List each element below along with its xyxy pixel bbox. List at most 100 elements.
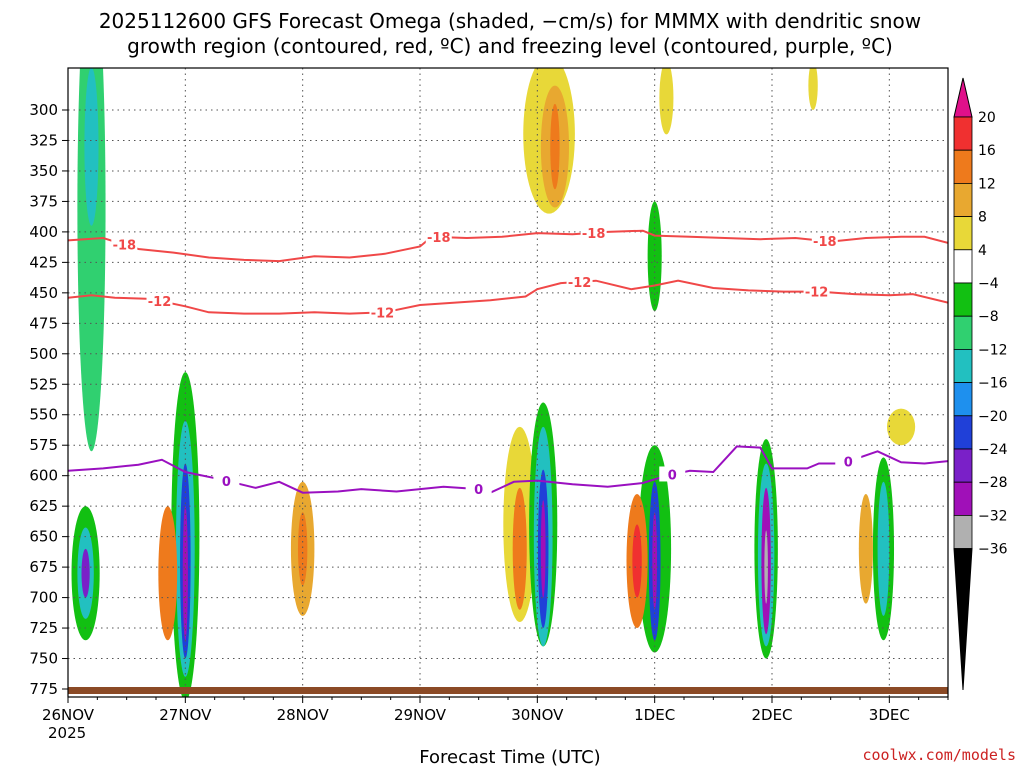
colorbar-segment-0 <box>953 116 973 151</box>
ytick-label-750: 750 <box>29 650 58 668</box>
colorbar-segment-5 <box>953 282 973 317</box>
omega-shade-8 <box>182 506 188 641</box>
omega-shade-16 <box>540 500 546 598</box>
omega-shade-33 <box>858 493 873 604</box>
omega-shade-9 <box>158 506 178 641</box>
colorbar-label-6: −8 <box>978 309 999 325</box>
omega-shade-23 <box>632 524 642 598</box>
colorbar-bottom-arrow <box>953 548 973 691</box>
ytick-label-775: 775 <box>29 680 58 698</box>
contour-label-bg <box>146 292 173 308</box>
omega-shade-36 <box>886 408 916 446</box>
terrain-surface <box>68 687 948 694</box>
ytick-label-625: 625 <box>29 497 58 515</box>
ytick-label-525: 525 <box>29 375 58 393</box>
contour-label-dgz-minus12: -12 <box>805 286 829 301</box>
xtick-label-3DEC: 3DEC <box>869 706 910 724</box>
contour-label-bg <box>659 466 686 482</box>
chart-title-line-1: 2025112600 GFS Forecast Omega (shaded, −… <box>99 9 921 33</box>
omega-shading <box>71 68 916 697</box>
colorbar: 20 16 12 8 4 −4 −8 −12 −16 −20 −24 −28 −32 −36 <box>953 77 1008 691</box>
ytick-label-700: 700 <box>29 589 58 607</box>
omega-shade-35 <box>659 68 674 135</box>
xtick-label-26NOV: 26NOV <box>42 706 95 724</box>
colorbar-segment-7 <box>953 348 973 383</box>
colorbar-top-arrow <box>953 77 973 118</box>
y-axis: 300 325 350 375 400 425 450 475 500 525 550 575 600 6… <box>29 101 68 698</box>
ytick-label-575: 575 <box>29 436 58 454</box>
ytick-label-450: 450 <box>29 284 58 302</box>
xtick-label-28NOV: 28NOV <box>277 706 330 724</box>
contour-label-bg <box>580 224 607 240</box>
colorbar-segment-2 <box>953 182 973 217</box>
omega-shade-17 <box>512 487 527 610</box>
omega-shade-25 <box>652 512 658 610</box>
omega-shade-30 <box>764 530 768 604</box>
contour-label-bg <box>425 229 452 245</box>
contour-label-dgz-minus18: -18 <box>113 239 137 254</box>
ytick-label-400: 400 <box>29 223 58 241</box>
chart-title-line-2: growth region (contoured, red, ºC) and f… <box>127 34 893 58</box>
colorbar-segment-8 <box>953 382 973 417</box>
xtick-label-29NOV: 29NOV <box>394 706 447 724</box>
colorbar-segment-3 <box>953 216 973 251</box>
xtick-label-2DEC: 2DEC <box>751 706 792 724</box>
colorbar-label-11: −28 <box>978 475 1008 491</box>
colorbar-label-10: −24 <box>978 442 1008 458</box>
contour-label-bg <box>369 304 396 320</box>
ytick-label-350: 350 <box>29 162 58 180</box>
colorbar-label-3: 8 <box>978 210 987 226</box>
x-axis: 26NOV 27NOV 28NOV 29NOV 30NOV 1DEC 2DEC 3DEC <box>42 697 949 724</box>
omega-shade-20 <box>550 103 560 190</box>
contour-label-dgz-minus12: -12 <box>568 276 592 291</box>
contour-label-freezing-level: 0 <box>474 483 483 498</box>
colorbar-label-0: 20 <box>978 110 996 126</box>
contour-label-bg <box>465 481 492 497</box>
ytick-label-475: 475 <box>29 314 58 332</box>
ytick-label-650: 650 <box>29 528 58 546</box>
ytick-label-600: 600 <box>29 467 58 485</box>
contour-label-bg <box>111 236 138 252</box>
xtick-label-1DEC: 1DEC <box>634 706 675 724</box>
contour-label-bg <box>566 273 593 289</box>
colorbar-label-13: −36 <box>978 542 1008 558</box>
ytick-label-675: 675 <box>29 558 58 576</box>
omega-shade-3 <box>77 68 106 452</box>
colorbar-segment-6 <box>953 315 973 350</box>
contour-label-dgz-minus18: -18 <box>813 235 837 250</box>
contour-label-freezing-level: 0 <box>668 468 677 483</box>
contour-label-bg <box>213 472 240 488</box>
x-axis-label: Forecast Time (UTC) <box>419 747 600 768</box>
omega-shade-32 <box>877 481 890 616</box>
contour-label-bg <box>811 233 838 249</box>
xtick-label-30NOV: 30NOV <box>511 706 564 724</box>
colorbar-segment-10 <box>953 448 973 483</box>
colorbar-segment-4 <box>953 249 973 284</box>
colorbar-segment-12 <box>953 515 973 550</box>
contour-label-freezing-level: 0 <box>222 475 231 490</box>
omega-shade-34 <box>808 68 818 110</box>
omega-shade-4 <box>84 68 99 226</box>
ytick-label-375: 375 <box>29 192 58 210</box>
colorbar-label-12: −32 <box>978 508 1008 524</box>
x-axis-year: 2025 <box>48 724 86 742</box>
ytick-label-500: 500 <box>29 345 58 363</box>
contour-label-freezing-level: 0 <box>844 455 853 470</box>
colorbar-label-2: 12 <box>978 176 996 192</box>
contour-label-dgz-minus12: -12 <box>148 295 172 310</box>
colorbar-label-1: 16 <box>978 143 996 159</box>
contour-label-bg <box>803 283 830 299</box>
omega-shade-2 <box>81 548 90 598</box>
contour-label-dgz-minus12: -12 <box>371 306 395 321</box>
colorbar-label-5: −4 <box>978 276 999 292</box>
colorbar-label-7: −12 <box>978 342 1008 358</box>
plot-area <box>68 68 948 697</box>
contour-label-dgz-minus18: -18 <box>582 227 606 242</box>
xtick-label-27NOV: 27NOV <box>159 706 212 724</box>
colorbar-label-8: −16 <box>978 376 1008 392</box>
ytick-label-325: 325 <box>29 131 58 149</box>
ytick-label-550: 550 <box>29 406 58 424</box>
colorbar-label-4: 4 <box>978 243 987 259</box>
colorbar-segment-9 <box>953 415 973 450</box>
